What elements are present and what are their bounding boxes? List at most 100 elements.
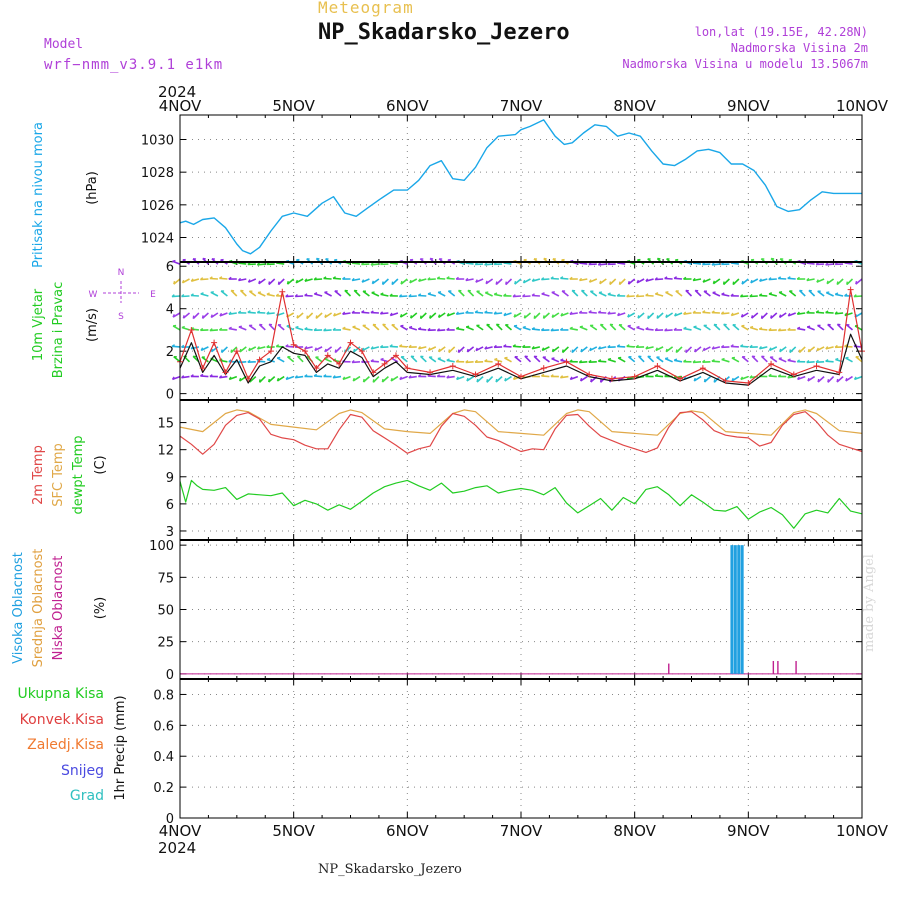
wind-barb-head: [550, 276, 554, 280]
wind-barb: [306, 312, 314, 320]
wind-barb-head: [446, 375, 450, 379]
time-label-bottom: 8NOV: [613, 822, 656, 840]
wind-barb-head: [789, 349, 792, 353]
cloud-ytick-label: 100: [149, 539, 174, 554]
precip-legend-item: Konvek.Kisa: [20, 712, 104, 728]
wind-barb-head: [304, 278, 308, 282]
wind-gust-marker: [347, 339, 354, 346]
wind-barb-head: [665, 291, 669, 293]
wind-barb: [334, 290, 342, 297]
wind-barb-head: [495, 281, 498, 285]
wind-barb: [607, 358, 616, 363]
wind-barb-head: [702, 279, 706, 283]
wind-barb-head: [408, 344, 412, 348]
cloud-ytick-label: 0: [166, 668, 174, 683]
wind-barb: [655, 278, 664, 281]
wind-barb: [200, 278, 209, 281]
wind-barb: [344, 289, 352, 297]
wind-barb: [400, 356, 408, 363]
wind-barb: [825, 291, 834, 297]
wind-barb: [259, 376, 266, 383]
wind-barb: [190, 346, 200, 350]
wind-barb-head: [702, 359, 706, 363]
wind-barb-head: [228, 359, 232, 363]
wind-barb: [692, 262, 702, 265]
wind-barb-head: [665, 357, 669, 360]
wind-barb-head: [370, 346, 374, 350]
wind-barb: [702, 346, 711, 352]
wind-gust-marker: [722, 377, 729, 384]
wind-barb-head: [171, 294, 175, 298]
wind-barb: [371, 278, 380, 285]
wind-barb-head: [399, 314, 403, 318]
temp-sfc-ylabel: SFC Temp: [51, 443, 66, 507]
precip-legend-item: Grad: [70, 788, 104, 804]
wind-barb: [239, 346, 247, 353]
wind-barb: [504, 375, 512, 382]
wind-barb-head: [609, 281, 612, 285]
wind-barb: [768, 293, 778, 297]
wind-barb: [740, 295, 749, 298]
wind-barb: [703, 290, 711, 297]
wind-barb-head: [749, 293, 753, 298]
wind-barb-head: [417, 326, 422, 330]
wind-barb-head: [665, 348, 668, 352]
wind-barb: [334, 346, 342, 354]
wind-barb-head: [334, 349, 337, 353]
wind-barb-head: [836, 281, 839, 285]
wind-barb-head: [578, 359, 583, 363]
wind-barb-head: [209, 328, 213, 332]
high-cloud-bar: [733, 545, 737, 674]
wind-barb-head: [787, 312, 791, 317]
wind-barb-head: [228, 376, 232, 380]
wind-gust-marker: [233, 348, 240, 355]
wind-barb-head: [381, 378, 384, 383]
wind-barb-head: [550, 374, 554, 377]
wind-barb-head: [778, 291, 783, 293]
wind-barb: [598, 291, 607, 297]
wind-barb-head: [455, 359, 460, 363]
wind-barb: [778, 277, 787, 280]
wind-barb: [486, 376, 494, 383]
wind-barb-head: [503, 312, 507, 316]
wind-barb: [703, 376, 711, 383]
wind-barb: [247, 311, 256, 314]
wind-barb: [229, 375, 238, 381]
wind-barb: [420, 312, 427, 320]
wind-barb-head: [200, 347, 204, 351]
wind-barb-head: [711, 359, 715, 362]
wind-barb: [741, 356, 749, 363]
wind-barb-head: [834, 311, 838, 315]
wind-barb: [798, 346, 806, 354]
wind-barb: [295, 375, 304, 379]
temp-units: (C): [93, 455, 108, 474]
wind-barb: [761, 312, 768, 320]
wind-barb-head: [408, 375, 412, 379]
wind-barb: [797, 327, 806, 331]
wind-barb: [372, 376, 380, 383]
wind-barb-head: [218, 327, 223, 331]
wind-barb-head: [399, 376, 403, 380]
wind-barb: [408, 295, 417, 298]
wind-barb-head: [268, 281, 271, 285]
wind-barb-head: [825, 262, 829, 266]
wind-barb-head: [531, 345, 535, 350]
wind-barb-head: [730, 312, 734, 316]
wind-barb-head: [190, 374, 194, 377]
wind-barb: [589, 290, 598, 297]
wind-barb-head: [209, 276, 213, 280]
wind-barb: [447, 290, 456, 297]
wind-barb: [238, 262, 247, 265]
wind-barb: [787, 359, 796, 363]
wind-barb-head: [455, 276, 459, 280]
wind-gust-marker: [449, 363, 456, 370]
wind-barb-head: [779, 348, 782, 352]
wind-barb-head: [247, 310, 251, 313]
wind-barb: [201, 356, 209, 363]
wind-barb: [353, 289, 361, 297]
wind-barb-head: [210, 314, 213, 318]
wind-barb: [853, 295, 863, 298]
wind-barb: [181, 375, 190, 379]
wind-barb: [844, 312, 853, 317]
wind-ytick-label: 4: [166, 303, 174, 318]
